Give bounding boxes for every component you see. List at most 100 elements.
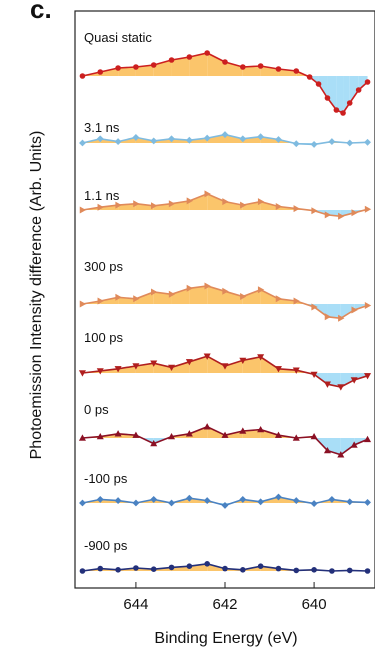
- data-point: [275, 493, 282, 501]
- data-point: [114, 366, 122, 373]
- positive-area: [207, 356, 225, 373]
- data-point: [346, 100, 353, 106]
- data-point: [323, 446, 331, 454]
- data-point: [79, 568, 86, 574]
- panel-label: c.: [30, 0, 52, 24]
- data-point: [96, 368, 104, 375]
- positive-area: [242, 356, 261, 373]
- data-point: [239, 357, 247, 365]
- data-point: [338, 314, 345, 322]
- series-3: 300 ps: [79, 259, 372, 322]
- data-point: [351, 306, 358, 314]
- data-point: [150, 439, 158, 447]
- data-point: [310, 140, 318, 148]
- data-point: [185, 136, 193, 144]
- positive-area: [207, 134, 225, 143]
- data-point: [150, 137, 158, 145]
- series-5: 0 ps: [78, 402, 372, 458]
- positive-area: [207, 53, 225, 76]
- data-point: [115, 65, 121, 71]
- data-point: [222, 59, 228, 65]
- data-point: [350, 377, 358, 384]
- positive-area: [135, 65, 154, 76]
- data-point: [96, 135, 104, 143]
- series-label: 1.1 ns: [84, 188, 120, 203]
- data-point: [186, 54, 193, 60]
- data-point: [257, 63, 264, 69]
- data-point: [185, 359, 193, 366]
- negative-area: [327, 304, 341, 319]
- data-point: [115, 293, 122, 301]
- data-point: [239, 427, 247, 434]
- data-point: [257, 425, 265, 433]
- data-point: [293, 567, 300, 574]
- data-point: [133, 200, 140, 208]
- data-point: [204, 190, 211, 198]
- data-point: [240, 201, 247, 209]
- data-point: [222, 565, 228, 572]
- data-point: [168, 57, 175, 63]
- data-point: [293, 68, 300, 74]
- data-point: [292, 367, 300, 374]
- series-7: -900 ps: [79, 538, 371, 574]
- data-point: [306, 74, 313, 80]
- series-line: [82, 355, 368, 388]
- data-point: [204, 561, 210, 567]
- positive-area: [242, 201, 261, 210]
- data-point: [79, 206, 87, 214]
- data-point: [221, 131, 229, 139]
- data-point: [310, 432, 318, 440]
- data-point: [79, 300, 87, 308]
- data-point: [168, 364, 176, 372]
- data-point: [97, 565, 104, 572]
- series-1: 3.1 ns: [79, 120, 371, 148]
- data-point: [257, 133, 265, 141]
- data-point: [257, 286, 265, 294]
- negative-area: [340, 373, 355, 387]
- data-point: [97, 203, 104, 211]
- positive-area: [135, 292, 154, 304]
- positive-area: [189, 426, 208, 438]
- series-label: 100 ps: [84, 330, 124, 345]
- data-point: [133, 565, 139, 571]
- data-point: [315, 81, 322, 87]
- data-point: [346, 498, 354, 506]
- data-point: [324, 313, 332, 321]
- series-0: Quasi static: [79, 30, 371, 116]
- data-point: [79, 73, 86, 79]
- series-label: Quasi static: [84, 30, 152, 45]
- data-point: [151, 288, 158, 296]
- data-point: [329, 568, 335, 574]
- data-point: [186, 563, 193, 569]
- data-point: [79, 499, 86, 507]
- data-point: [240, 567, 246, 573]
- data-point: [293, 297, 300, 305]
- data-point: [203, 134, 211, 142]
- data-point: [338, 212, 345, 220]
- negative-area: [327, 438, 341, 455]
- data-point: [240, 292, 247, 301]
- positive-area: [153, 363, 172, 373]
- series-4: 100 ps: [78, 330, 372, 391]
- negative-area: [327, 76, 337, 110]
- positive-area: [153, 292, 172, 304]
- series-label: -900 ps: [84, 538, 128, 553]
- data-point: [350, 441, 358, 448]
- series-layer: Quasi static 3.1 ns 1.1 ns 300 ps 100 ps 0 ps…: [78, 30, 372, 574]
- data-point: [364, 435, 372, 443]
- positive-area: [225, 134, 243, 143]
- data-point: [221, 501, 229, 509]
- data-point: [346, 139, 354, 147]
- data-point: [275, 295, 283, 303]
- positive-area: [189, 563, 208, 571]
- data-point: [310, 371, 318, 379]
- positive-area: [118, 67, 136, 76]
- data-point: [185, 494, 193, 502]
- data-point: [337, 451, 345, 458]
- data-point: [346, 567, 353, 574]
- positive-area: [225, 201, 243, 210]
- data-point: [275, 202, 283, 211]
- positive-area: [242, 289, 261, 304]
- positive-area: [260, 289, 279, 304]
- data-point: [78, 370, 86, 377]
